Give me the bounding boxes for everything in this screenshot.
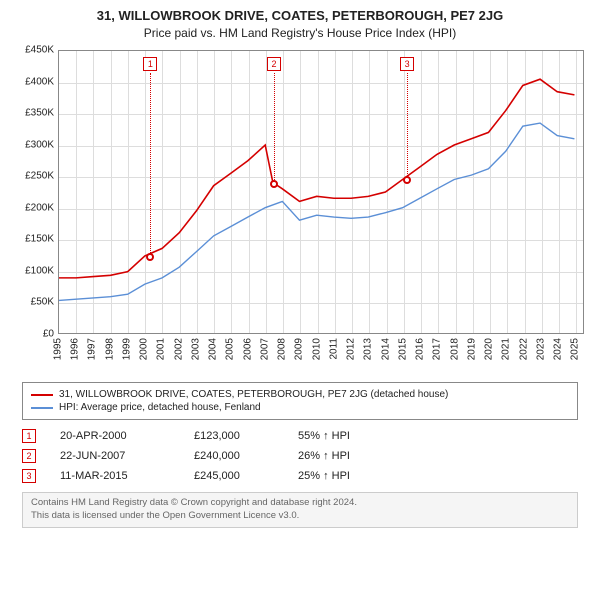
x-axis-label: 2003 bbox=[190, 338, 201, 360]
y-axis-label: £250K bbox=[10, 171, 54, 182]
sales-row: 2 22-JUN-2007 £240,000 26% ↑ HPI bbox=[22, 446, 578, 466]
x-axis-label: 2021 bbox=[501, 338, 512, 360]
x-axis-label: 2020 bbox=[484, 338, 495, 360]
sales-row-num: 3 bbox=[22, 469, 36, 483]
x-axis-label: 2016 bbox=[415, 338, 426, 360]
sale-marker-dot-1 bbox=[146, 253, 154, 261]
sales-row-date: 22-JUN-2007 bbox=[60, 450, 170, 462]
y-axis-label: £450K bbox=[10, 45, 54, 56]
legend-item: 31, WILLOWBROOK DRIVE, COATES, PETERBORO… bbox=[31, 388, 569, 401]
x-axis-label: 2015 bbox=[397, 338, 408, 360]
sales-row-date: 11-MAR-2015 bbox=[60, 470, 170, 482]
sales-row-date: 20-APR-2000 bbox=[60, 430, 170, 442]
y-axis-label: £200K bbox=[10, 202, 54, 213]
y-axis-label: £400K bbox=[10, 76, 54, 87]
chart-subtitle: Price paid vs. HM Land Registry's House … bbox=[10, 26, 590, 40]
sales-row-num: 1 bbox=[22, 429, 36, 443]
x-axis-label: 1996 bbox=[70, 338, 81, 360]
sales-row-num: 2 bbox=[22, 449, 36, 463]
x-axis-label: 2001 bbox=[156, 338, 167, 360]
x-axis-label: 2005 bbox=[225, 338, 236, 360]
plot-area: 1 2 3 bbox=[58, 50, 584, 334]
x-axis-label: 2006 bbox=[242, 338, 253, 360]
legend: 31, WILLOWBROOK DRIVE, COATES, PETERBORO… bbox=[22, 382, 578, 420]
x-axis-label: 1997 bbox=[87, 338, 98, 360]
x-axis-label: 2018 bbox=[449, 338, 460, 360]
sale-marker-dot-3 bbox=[403, 176, 411, 184]
sales-row: 1 20-APR-2000 £123,000 55% ↑ HPI bbox=[22, 426, 578, 446]
x-axis-label: 2010 bbox=[311, 338, 322, 360]
y-axis-label: £100K bbox=[10, 265, 54, 276]
sales-row-delta: 25% ↑ HPI bbox=[298, 470, 350, 482]
y-axis-label: £150K bbox=[10, 234, 54, 245]
legend-label: HPI: Average price, detached house, Fenl… bbox=[59, 402, 261, 413]
x-axis-label: 2019 bbox=[466, 338, 477, 360]
x-axis-label: 2012 bbox=[346, 338, 357, 360]
x-axis-label: 2008 bbox=[277, 338, 288, 360]
x-axis-label: 2014 bbox=[380, 338, 391, 360]
sales-row-delta: 55% ↑ HPI bbox=[298, 430, 350, 442]
sale-marker-dot-2 bbox=[270, 180, 278, 188]
x-axis-label: 2023 bbox=[535, 338, 546, 360]
attribution-footer: Contains HM Land Registry data © Crown c… bbox=[22, 492, 578, 528]
x-axis-label: 1999 bbox=[121, 338, 132, 360]
footer-line: Contains HM Land Registry data © Crown c… bbox=[31, 497, 569, 510]
x-axis-label: 2011 bbox=[328, 338, 339, 360]
legend-label: 31, WILLOWBROOK DRIVE, COATES, PETERBORO… bbox=[59, 389, 448, 400]
x-axis-label: 2002 bbox=[173, 338, 184, 360]
x-axis-label: 2024 bbox=[553, 338, 564, 360]
legend-item: HPI: Average price, detached house, Fenl… bbox=[31, 401, 569, 414]
sales-row-price: £245,000 bbox=[194, 470, 274, 482]
sale-marker-2: 2 bbox=[267, 57, 281, 71]
x-axis-label: 1995 bbox=[53, 338, 64, 360]
chart-container: 1 2 3 £0 £50K £100K £150K £200K £250K £300K £350K… bbox=[12, 46, 588, 376]
x-axis-label: 2009 bbox=[294, 338, 305, 360]
chart-title: 31, WILLOWBROOK DRIVE, COATES, PETERBORO… bbox=[10, 8, 590, 23]
legend-swatch bbox=[31, 407, 53, 409]
y-axis-label: £350K bbox=[10, 108, 54, 119]
x-axis-label: 2022 bbox=[518, 338, 529, 360]
y-axis-label: £0 bbox=[10, 329, 54, 340]
x-axis-label: 2017 bbox=[432, 338, 443, 360]
sales-table: 1 20-APR-2000 £123,000 55% ↑ HPI 2 22-JUN-200… bbox=[22, 426, 578, 486]
x-axis-label: 2025 bbox=[570, 338, 581, 360]
x-axis-label: 2004 bbox=[208, 338, 219, 360]
footer-line: This data is licensed under the Open Gov… bbox=[31, 510, 569, 523]
y-axis-label: £50K bbox=[10, 297, 54, 308]
y-axis-label: £300K bbox=[10, 139, 54, 150]
sales-row-delta: 26% ↑ HPI bbox=[298, 450, 350, 462]
sale-marker-3: 3 bbox=[400, 57, 414, 71]
legend-swatch bbox=[31, 394, 53, 396]
x-axis-label: 1998 bbox=[104, 338, 115, 360]
x-axis-label: 2007 bbox=[259, 338, 270, 360]
x-axis-label: 2013 bbox=[363, 338, 374, 360]
x-axis-label: 2000 bbox=[139, 338, 150, 360]
sale-marker-1: 1 bbox=[143, 57, 157, 71]
sales-row-price: £123,000 bbox=[194, 430, 274, 442]
sales-row: 3 11-MAR-2015 £245,000 25% ↑ HPI bbox=[22, 466, 578, 486]
sales-row-price: £240,000 bbox=[194, 450, 274, 462]
